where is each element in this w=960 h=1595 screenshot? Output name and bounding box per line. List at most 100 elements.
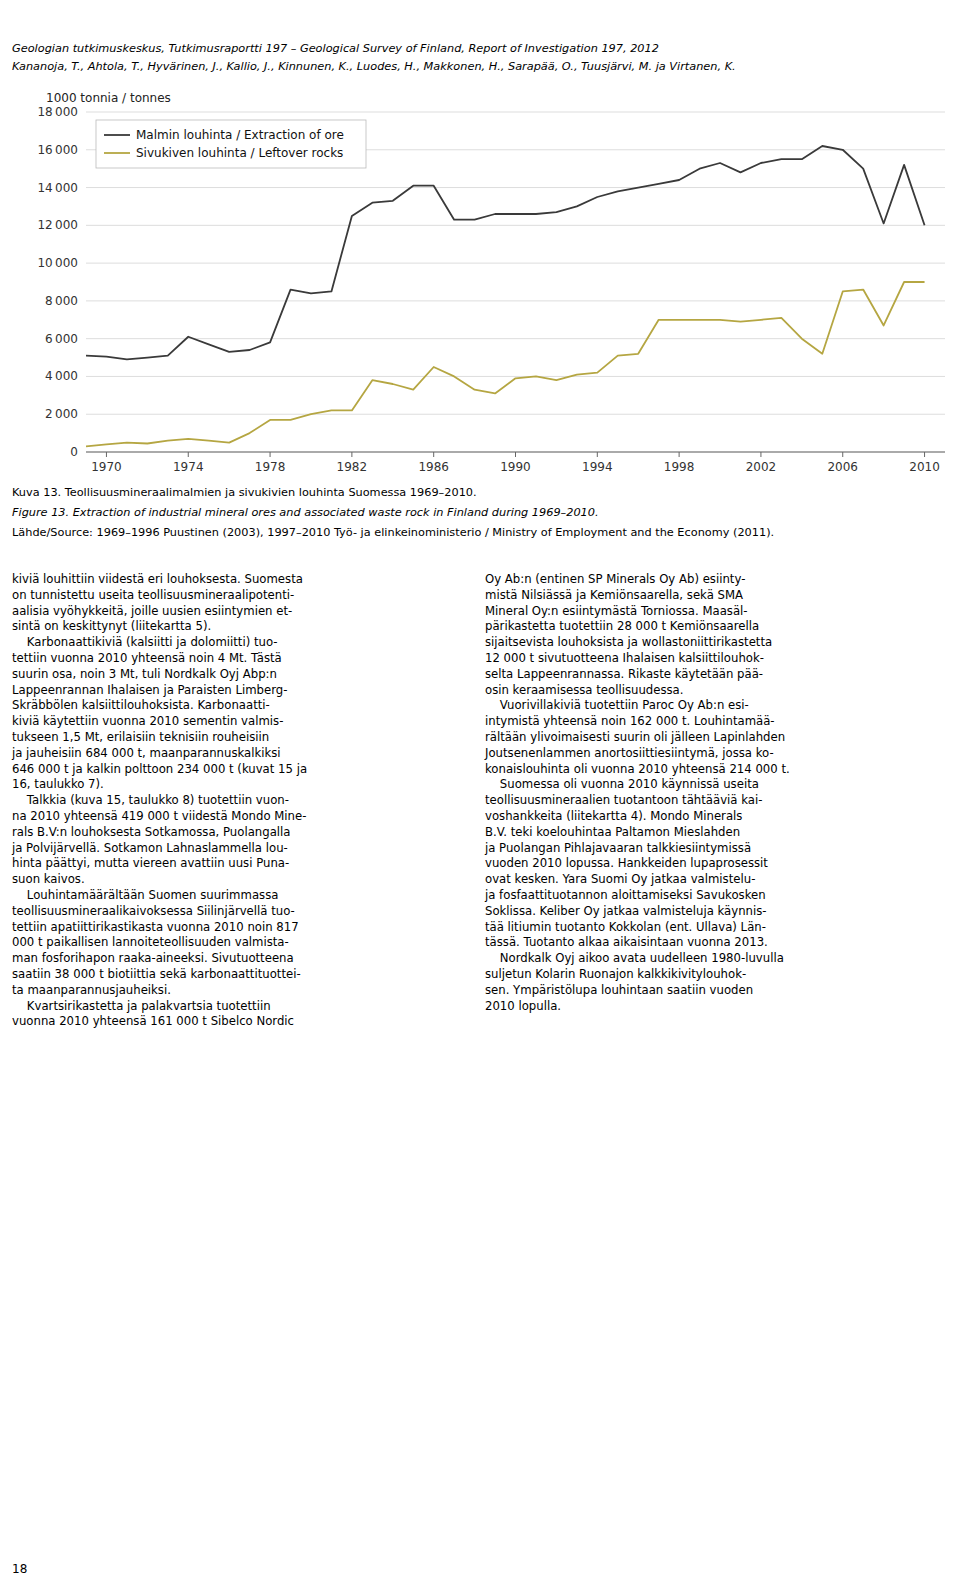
body-line: intymistä yhteensä noin 162 000 t. Louhi… (485, 714, 790, 730)
grid-line (86, 376, 945, 377)
body-line: ja Puolangan Pihlajavaaran talkkiesiinty… (485, 841, 790, 857)
body-line: tässä. Tuotanto alkaa aikaisintaan vuonn… (485, 935, 790, 951)
x-tick (106, 452, 107, 457)
y-tick-label: 14 000 (37, 181, 78, 195)
y-tick-label: 0 (70, 445, 78, 459)
plot-area (86, 146, 925, 446)
header-line: Geologian tutkimuskeskus, Tutkimusraport… (12, 42, 659, 55)
y-tick-label: 8 000 (45, 294, 78, 308)
grid-line (86, 112, 945, 113)
x-tick (433, 452, 434, 457)
x-tick-label: 2010 (909, 460, 940, 474)
body-line: voshankkeita (liitekartta 4). Mondo Mine… (485, 809, 790, 825)
grid-line (86, 338, 945, 339)
body-line: na 2010 yhteensä 419 000 t viidestä Mond… (12, 809, 307, 825)
body-line: ja fosfaattituotannon aloittamiseksi Sav… (485, 888, 790, 904)
body-line: Kvartsirikastetta ja palakvartsia tuotet… (12, 999, 307, 1015)
legend-label: Malmin louhinta / Extraction of ore (136, 128, 344, 142)
body-line: Soklissa. Keliber Oy jatkaa valmisteluja… (485, 904, 790, 920)
legend-swatch (104, 134, 130, 136)
body-line: on tunnistettu useita teollisuusmineraal… (12, 588, 307, 604)
x-tick-label: 1998 (664, 460, 695, 474)
body-line: Suomessa oli vuonna 2010 käynnissä useit… (485, 777, 790, 793)
body-line: man fosforihapon raaka-aineeksi. Sivutuo… (12, 951, 307, 967)
body-line: sintä on keskittynyt (liitekartta 5). (12, 619, 307, 635)
x-tick-label: 1986 (418, 460, 449, 474)
grid-line (86, 300, 945, 301)
body-line: ja Polvijärvellä. Sotkamon Lahnaslammell… (12, 841, 307, 857)
legend-label: Sivukiven louhinta / Leftover rocks (136, 146, 343, 160)
body-line: tettiin vuonna 2010 yhteensä noin 4 Mt. … (12, 651, 307, 667)
x-tick-label: 1994 (582, 460, 613, 474)
body-line: 16, taulukko 7). (12, 777, 307, 793)
body-line: konaislouhinta oli vuonna 2010 yhteensä … (485, 762, 790, 778)
caption-line: Kuva 13. Teollisuusmineraalimalmien ja s… (12, 486, 477, 499)
page-number: 18 (12, 1562, 27, 1576)
x-tick-label: 2006 (827, 460, 858, 474)
x-tick (188, 452, 189, 457)
body-line: aalisia vyöhykkeitä, joille uusien esiin… (12, 604, 307, 620)
body-line: Joutsenenlammen anortosiittiesiintymä, j… (485, 746, 790, 762)
body-column: Oy Ab:n (entinen SP Minerals Oy Ab) esii… (485, 572, 790, 1014)
body-column: kiviä louhittiin viidestä eri louhoksest… (12, 572, 307, 1030)
body-line: mistä Nilsiässä ja Kemiönsaarella, sekä … (485, 588, 790, 604)
body-line: ta maanparannusjauheiksi. (12, 983, 307, 999)
body-line: suurin osa, noin 3 Mt, tuli Nordkalk Oyj… (12, 667, 307, 683)
y-tick-label: 16 000 (37, 143, 78, 157)
x-tick (597, 452, 598, 457)
caption-line: Lähde/Source: 1969–1996 Puustinen (2003)… (12, 526, 774, 539)
x-tick (351, 452, 352, 457)
body-line: teollisuusmineraalien tuotantoon tähtääv… (485, 793, 790, 809)
grid-line (86, 225, 945, 226)
legend: Malmin louhinta / Extraction of ore Sivuk… (96, 120, 366, 168)
body-line: 646 000 t ja kalkin polttoon 234 000 t (… (12, 762, 307, 778)
body-line: Oy Ab:n (entinen SP Minerals Oy Ab) esii… (485, 572, 790, 588)
body-line: hinta päättyi, mutta viereen avattiin uu… (12, 856, 307, 872)
y-tick-label: 2 000 (45, 407, 78, 421)
x-tick-label: 1970 (91, 460, 122, 474)
series-line (86, 146, 925, 359)
x-tick-label: 1990 (500, 460, 531, 474)
body-line: teollisuusmineraalikaivoksessa Siilinjär… (12, 904, 307, 920)
chart: 1000 tonnia / tonnes02 0004 0006 0008 00… (0, 0, 960, 480)
body-line: suon kaivos. (12, 872, 307, 888)
grid-line (86, 414, 945, 415)
series-line (86, 282, 925, 446)
x-tick (679, 452, 680, 457)
grid-line (86, 187, 945, 188)
body-line: selta Lappeenrannassa. Rikaste käytetään… (485, 667, 790, 683)
body-line: Louhintamäärältään Suomen suurimmassa (12, 888, 307, 904)
body-line: Karbonaattikiviä (kalsiitti ja dolomiitt… (12, 635, 307, 651)
body-line: rältään ylivoimaisesti suurin oli jällee… (485, 730, 790, 746)
body-line: kiviä louhittiin viidestä eri louhoksest… (12, 572, 307, 588)
body-line: Vuorivillakiviä tuotettiin Paroc Oy Ab:n… (485, 698, 790, 714)
body-line: sen. Ympäristölupa louhintaan saatiin vu… (485, 983, 790, 999)
body-line: 12 000 t sivutuotteena Ihalaisen kalsiit… (485, 651, 790, 667)
body-line: tää litiumin tuotanto Kokkolan (ent. Ull… (485, 920, 790, 936)
body-line: osin keraamisessa teollisuudessa. (485, 683, 790, 699)
caption-line: Figure 13. Extraction of industrial mine… (12, 506, 599, 519)
x-tick (842, 452, 843, 457)
header-line: Kananoja, T., Ahtola, T., Hyvärinen, J.,… (12, 60, 736, 73)
body-line: Mineral Oy:n esiintymästä Torniossa. Maa… (485, 604, 790, 620)
body-line: Lappeenrannan Ihalaisen ja Paraisten Lim… (12, 683, 307, 699)
body-line: sijaitsevista louhoksista ja wollastonii… (485, 635, 790, 651)
body-line: vuoden 2010 lopussa. Hankkeiden lupapros… (485, 856, 790, 872)
legend-swatch (104, 152, 130, 154)
x-tick-label: 1978 (255, 460, 286, 474)
body-line: tettiin apatiittirikastikasta vuonna 201… (12, 920, 307, 936)
x-tick (760, 452, 761, 457)
body-line: suljetun Kolarin Ruonajon kalkkikivitylo… (485, 967, 790, 983)
body-line: 2010 lopulla. (485, 999, 790, 1015)
body-line: vuonna 2010 yhteensä 161 000 t Sibelco N… (12, 1014, 307, 1030)
body-line: pärikastetta tuotettiin 28 000 t Kemiöns… (485, 619, 790, 635)
body-line: ja jauheisiin 684 000 t, maanparannuskal… (12, 746, 307, 762)
y-tick-label: 6 000 (45, 332, 78, 346)
body-line: tukseen 1,5 Mt, erilaisiin teknisiin rou… (12, 730, 307, 746)
body-line: B.V. teki koelouhintaa Paltamon Mieslahd… (485, 825, 790, 841)
legend-box (96, 120, 366, 168)
body-line: ovat kesken. Yara Suomi Oy jatkaa valmis… (485, 872, 790, 888)
body-line: kiviä käytettiin vuonna 2010 sementin va… (12, 714, 307, 730)
y-tick-label: 18 000 (37, 105, 78, 119)
x-tick (924, 452, 925, 457)
